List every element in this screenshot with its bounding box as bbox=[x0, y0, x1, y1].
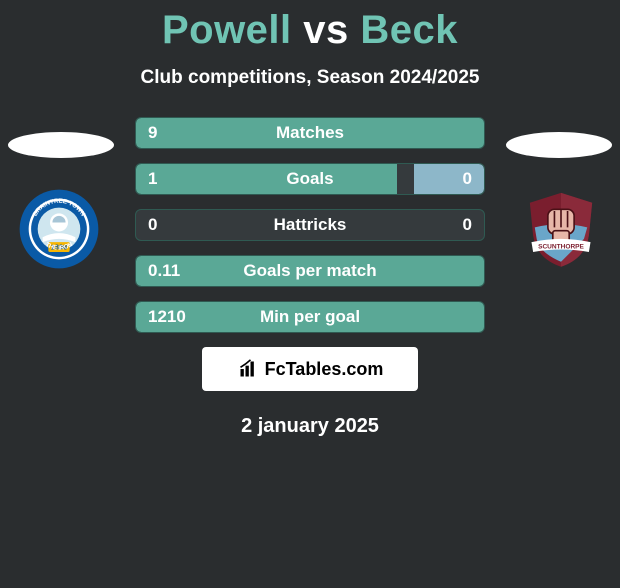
bar-chart-icon bbox=[237, 359, 259, 379]
stat-value-right: 0 bbox=[463, 215, 472, 235]
player1-name: Powell bbox=[162, 8, 292, 52]
player2-photo-placeholder bbox=[506, 132, 612, 158]
club-badge-right: SCUNTHORPE bbox=[520, 188, 602, 270]
subtitle: Club competitions, Season 2024/2025 bbox=[0, 67, 620, 89]
stat-label: Matches bbox=[136, 123, 484, 143]
vs-text: vs bbox=[303, 8, 349, 52]
braintree-town-icon: 1898 BRAINTREE TOWN THE IRON bbox=[18, 188, 100, 270]
stat-row: 1210Min per goal bbox=[135, 301, 485, 333]
stat-label: Hattricks bbox=[136, 215, 484, 235]
comparison-title: Powell vs Beck bbox=[0, 8, 620, 53]
stats-container: 9Matches1Goals00Hattricks00.11Goals per … bbox=[135, 117, 485, 333]
player1-photo-placeholder bbox=[8, 132, 114, 158]
stat-row: 0.11Goals per match bbox=[135, 255, 485, 287]
stat-value-right: 0 bbox=[463, 169, 472, 189]
stat-row: 0Hattricks0 bbox=[135, 209, 485, 241]
player2-name: Beck bbox=[360, 8, 458, 52]
stat-row: 9Matches bbox=[135, 117, 485, 149]
stat-label: Goals per match bbox=[136, 261, 484, 281]
footer-date: 2 january 2025 bbox=[0, 415, 620, 438]
stat-label: Goals bbox=[136, 169, 484, 189]
club-badge-left: 1898 BRAINTREE TOWN THE IRON bbox=[18, 188, 100, 270]
stat-row: 1Goals0 bbox=[135, 163, 485, 195]
fctables-brand: FcTables.com bbox=[202, 347, 418, 391]
svg-text:SCUNTHORPE: SCUNTHORPE bbox=[538, 244, 584, 251]
brand-text: FcTables.com bbox=[265, 359, 384, 380]
stat-label: Min per goal bbox=[136, 307, 484, 327]
scunthorpe-united-icon: SCUNTHORPE bbox=[520, 188, 602, 270]
